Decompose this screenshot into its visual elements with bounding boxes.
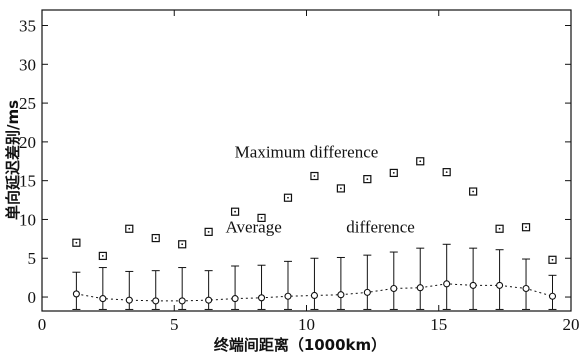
avg-diff-point-12 (390, 284, 398, 293)
avg-diff-point-11 (363, 288, 371, 296)
annotation-0: Maximum difference (235, 142, 379, 161)
max-diff-point-4 (178, 240, 187, 249)
avg-diff-point-4 (178, 297, 186, 305)
x-tick-label-2: 10 (298, 315, 315, 334)
max-diff-dot-12 (392, 172, 395, 174)
avg-diff-point-15 (469, 281, 477, 289)
max-diff-dot-13 (419, 160, 422, 163)
max-diff-dot-5 (207, 230, 210, 233)
x-tick-label-3: 15 (430, 315, 447, 334)
max-diff-dot-16 (498, 227, 501, 230)
max-diff-dot-0 (75, 241, 78, 244)
max-diff-point-15 (469, 187, 478, 196)
avg-diff-point-8 (284, 292, 292, 300)
avg-diff-point-1 (99, 295, 107, 303)
max-diff-point-11 (363, 175, 372, 184)
y-axis-label: 单向延迟差别/ms (4, 100, 22, 220)
max-diff-point-18 (548, 255, 557, 264)
max-diff-dot-7 (260, 217, 263, 219)
max-diff-dot-11 (366, 178, 369, 181)
max-diff-point-8 (283, 193, 293, 202)
avg-diff-point-3 (152, 297, 160, 305)
avg-diff-point-7 (257, 294, 266, 302)
y-tick-label-2: 10 (19, 210, 36, 229)
avg-diff-point-6 (231, 295, 239, 303)
avg-diff-point-17 (522, 284, 530, 293)
max-diff-point-0 (72, 238, 81, 247)
y-tick-label-0: 0 (28, 288, 37, 307)
max-diff-dot-10 (339, 187, 342, 190)
avg-diff-point-14 (443, 280, 451, 288)
x-tick-label-1: 5 (170, 315, 179, 334)
y-tick-label-7: 35 (19, 17, 36, 36)
annotation-2: difference (346, 218, 415, 237)
avg-diff-point-18 (548, 292, 557, 300)
max-diff-point-3 (151, 233, 160, 243)
max-diff-point-10 (336, 184, 345, 193)
max-diff-point-9 (310, 171, 319, 181)
max-diff-point-6 (230, 207, 240, 216)
annotation-1: Average (225, 218, 281, 237)
y-tick-label-4: 20 (19, 133, 36, 152)
max-diff-dot-18 (551, 258, 554, 261)
max-diff-point-17 (521, 223, 531, 232)
max-diff-point-14 (442, 168, 451, 177)
max-diff-dot-1 (101, 255, 104, 257)
avg-diff-point-2 (125, 296, 133, 304)
max-diff-dot-2 (128, 227, 131, 230)
max-diff-dot-4 (181, 243, 184, 246)
max-diff-point-13 (416, 157, 425, 166)
axis-ticks: 0 5 10 15 20 0 5 10 15 20 25 30 35 (19, 10, 579, 334)
x-axis-label: 终端间距离（1000km） (214, 336, 386, 354)
x-tick-label-0: 0 (38, 315, 47, 334)
max-diff-dot-15 (472, 190, 475, 193)
max-diff-dot-17 (525, 226, 527, 229)
max-diff-point-2 (125, 224, 134, 233)
max-diff-dot-9 (313, 175, 316, 177)
y-tick-label-3: 15 (19, 172, 36, 191)
avg-diff-point-13 (416, 284, 424, 292)
max-diff-point-7 (257, 213, 266, 223)
max-diff-dot-6 (234, 210, 236, 213)
x-tick-label-4: 20 (563, 315, 579, 334)
y-tick-label-5: 25 (19, 94, 36, 113)
avg-diff-point-9 (310, 291, 318, 300)
avg-diff-point-5 (205, 296, 213, 304)
max-diff-point-16 (495, 224, 504, 233)
max-diff-point-12 (389, 168, 398, 178)
y-tick-label-1: 5 (28, 249, 37, 268)
avg-diff-point-10 (337, 291, 345, 299)
max-diff-point-1 (98, 251, 107, 261)
data-marks (72, 157, 557, 310)
max-diff-dot-8 (287, 196, 289, 199)
max-diff-dot-3 (154, 237, 157, 239)
max-diff-dot-14 (445, 171, 448, 174)
annotations: Maximum difference Average difference (225, 142, 414, 236)
avg-diff-point-16 (496, 281, 504, 289)
max-diff-point-5 (204, 227, 213, 236)
y-tick-label-6: 30 (19, 55, 36, 74)
avg-diff-point-0 (72, 290, 80, 298)
